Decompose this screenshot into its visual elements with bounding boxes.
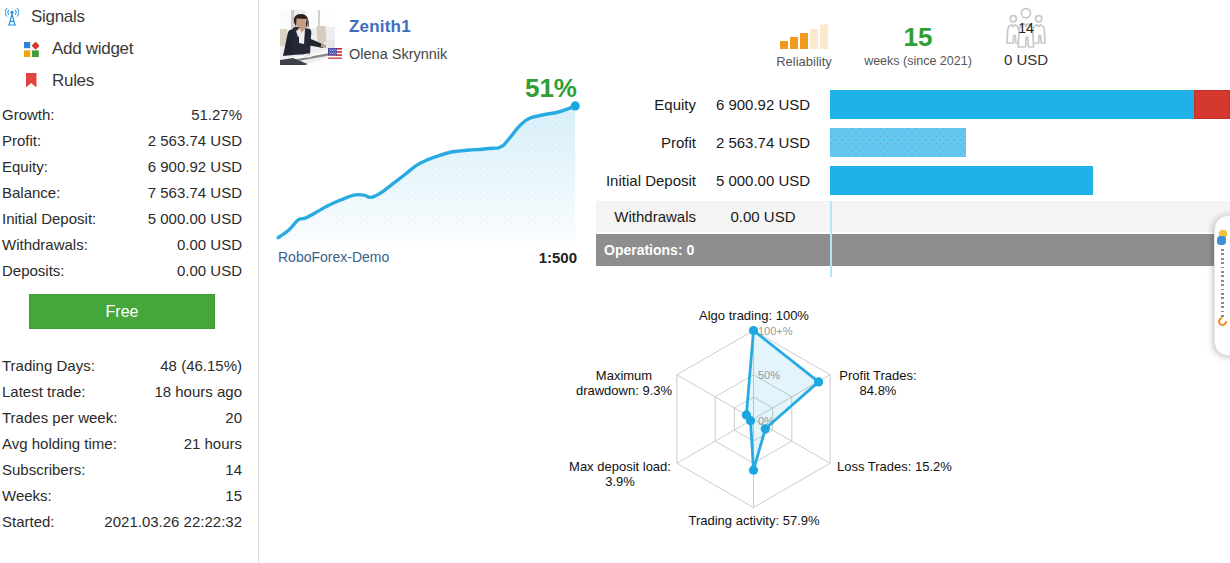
svg-text:100+%: 100+% [758, 325, 793, 337]
